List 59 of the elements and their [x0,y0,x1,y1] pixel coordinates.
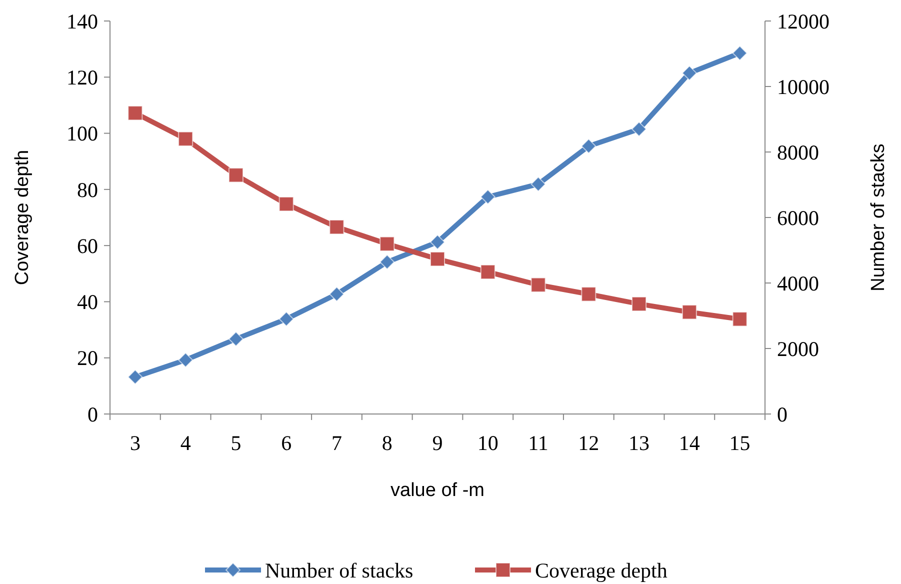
point [178,352,194,368]
point [581,138,596,154]
point [581,286,596,302]
point [632,296,647,312]
x-tick-label: 5 [230,431,242,455]
y-tick-label: 140 [66,9,98,34]
x-tick-label: 14 [678,431,700,455]
point [128,106,143,121]
x-axis-title: value of -m [390,480,484,501]
x-tick-label: 12 [578,431,600,455]
x-tick-label: 10 [477,431,498,455]
y-tick-label: 100 [66,122,98,146]
point [430,234,445,250]
point [732,312,748,327]
y-tick-label: 80 [77,178,98,202]
x-tick-label: 11 [528,431,548,455]
x-tick-label: 4 [180,431,192,455]
point [380,236,395,252]
y-tick-label: 0 [88,402,98,426]
legend-label: Coverage depth [535,558,668,582]
x-tick-label: 8 [382,431,392,455]
y2-tick-label: 8000 [777,140,819,164]
point [178,131,194,146]
y2-tick-label: 12000 [777,9,830,34]
y2-tick-label: 10000 [777,74,830,99]
point [632,122,647,137]
y-axis-title: Coverage depth [12,150,33,286]
point [682,304,697,320]
point [480,189,496,204]
point [228,168,244,183]
point [732,46,748,61]
y-tick-label: 20 [77,346,98,370]
point [278,196,294,212]
point [380,254,395,270]
point [329,220,344,235]
point [530,176,546,192]
y2-axis-title: Number of stacks [868,144,889,292]
x-tick-label: 13 [628,431,650,455]
legend-label: Number of stacks [265,558,414,582]
x-tick-label: 15 [729,431,750,455]
point [128,369,143,384]
x-tick-label: 7 [331,431,342,455]
x-tick-label: 9 [432,431,443,455]
point [228,332,244,347]
point [329,286,344,302]
point [682,66,697,81]
y-tick-label: 40 [77,290,98,314]
x-tick-label: 6 [281,431,292,455]
point [278,312,294,327]
point [530,277,546,292]
y2-tick-label: 0 [777,402,788,426]
point [480,264,496,280]
x-tick-label: 3 [130,431,140,455]
y-tick-label: 60 [77,234,98,258]
point [430,252,445,267]
y-tick-label: 120 [66,65,98,90]
y2-tick-label: 6000 [777,206,819,230]
y2-tick-label: 4000 [777,271,819,296]
y2-tick-label: 2000 [777,336,819,361]
